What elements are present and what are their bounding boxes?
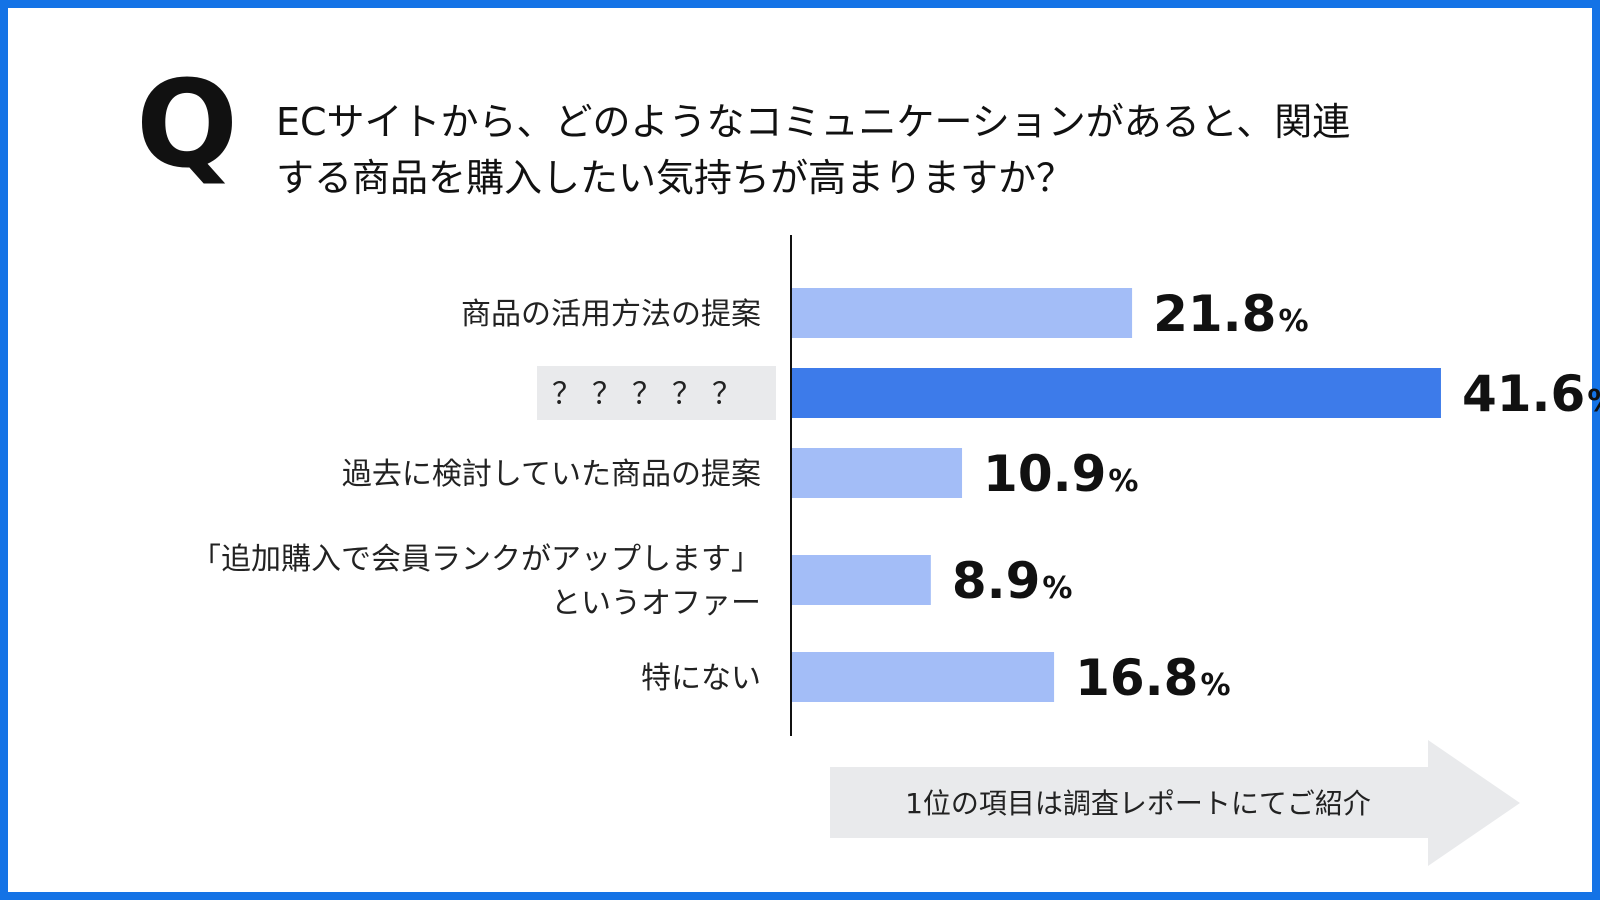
category-label: 商品の活用方法の提案: [461, 297, 761, 332]
category-label: 特にない: [641, 661, 761, 696]
bar: [792, 555, 931, 605]
cta-label: 1位の項目は調査レポートにてご紹介: [905, 787, 1371, 820]
value-label: 16.8%: [1075, 649, 1230, 707]
question-line-1: ECサイトから、どのようなコミュニケーションがあると、関連: [276, 100, 1351, 144]
category-label: というオファー: [551, 586, 761, 621]
cta-arrow: [830, 740, 1520, 866]
question-text: ECサイトから、どのようなコミュニケーションがあると、関連 する商品を購入したい…: [276, 94, 1456, 206]
category-label-highlight-bg: [537, 366, 776, 420]
value-label: 21.8%: [1153, 285, 1308, 343]
bar: [792, 652, 1055, 702]
category-label: 過去に検討していた商品の提案: [342, 457, 761, 492]
question-mark-letter: Q: [136, 56, 239, 195]
bar: [792, 448, 963, 498]
bar: [792, 368, 1441, 418]
value-label: 10.9%: [983, 445, 1138, 503]
category-label: 「追加購入で会員ランクがアップします」: [191, 542, 761, 577]
value-label: 41.6%: [1462, 365, 1600, 423]
question-line-2: する商品を購入したい気持ちが高まりますか？: [276, 156, 1075, 200]
category-label: ？？？？？: [552, 377, 752, 412]
value-label: 8.9%: [952, 552, 1073, 610]
bar: [792, 288, 1133, 338]
